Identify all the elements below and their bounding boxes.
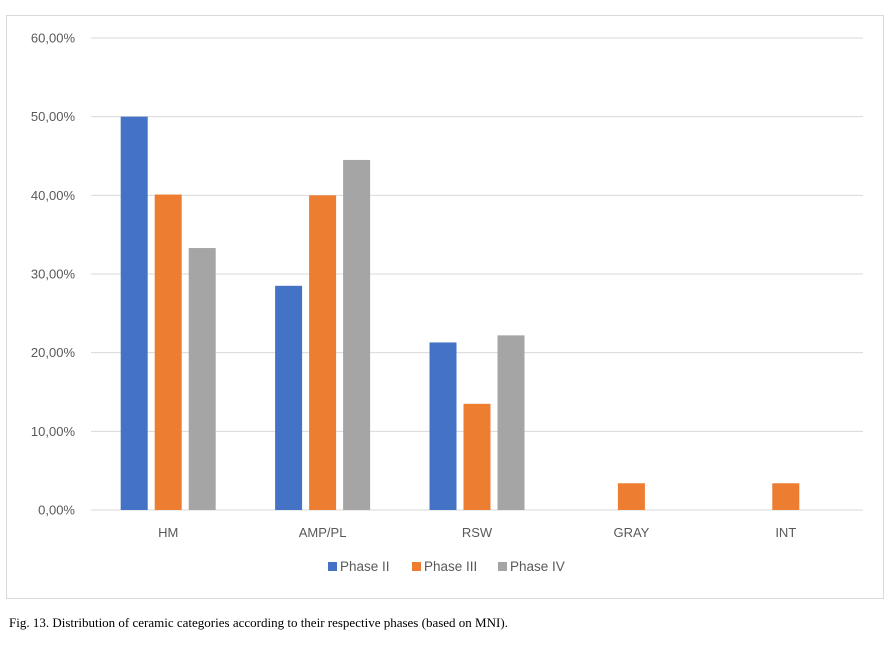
legend-swatch (328, 562, 337, 571)
bar (275, 285, 303, 510)
bar (120, 116, 148, 511)
legend-label: Phase III (424, 559, 477, 574)
gridlines (91, 37, 863, 511)
legend-swatch (498, 562, 507, 571)
x-tick-label: AMP/PL (299, 525, 347, 540)
bar (154, 194, 182, 510)
legend-label: Phase IV (510, 559, 565, 574)
x-tick-label: HM (158, 525, 178, 540)
x-tick-label: GRAY (613, 525, 649, 540)
bar (497, 335, 525, 510)
x-tick-label: INT (775, 525, 796, 540)
y-tick-label: 10,00% (31, 424, 76, 439)
bar (772, 483, 800, 510)
figure-caption: Fig. 13. Distribution of ceramic categor… (9, 615, 508, 630)
bar (188, 248, 216, 511)
bar (343, 159, 371, 510)
bar (617, 483, 645, 510)
y-axis-ticks: 0,00% 10,00% 20,00% 30,00% 40,00% 50,00% 60,00… (31, 31, 76, 518)
bar (309, 195, 337, 511)
bar (429, 342, 457, 510)
legend-swatch (412, 562, 421, 571)
bar-chart: 0,00% 10,00% 20,00% 30,00% 40,00% 50,00% 60,00… (31, 31, 863, 574)
y-tick-label: 30,00% (31, 267, 76, 282)
legend-label: Phase II (340, 559, 390, 574)
chart-frame: 0,00% 10,00% 20,00% 30,00% 40,00% 50,00% 60,00… (6, 15, 884, 599)
bar (463, 403, 491, 510)
y-tick-label: 0,00% (38, 503, 75, 518)
y-tick-label: 60,00% (31, 31, 76, 46)
y-tick-label: 40,00% (31, 188, 76, 203)
y-tick-label: 50,00% (31, 109, 76, 124)
legend: Phase II Phase III Phase IV (328, 559, 565, 574)
x-tick-label: RSW (462, 525, 493, 540)
y-tick-label: 20,00% (31, 345, 76, 360)
x-axis-ticks: HM AMP/PL RSW GRAY INT (158, 525, 796, 540)
bars (120, 116, 800, 511)
